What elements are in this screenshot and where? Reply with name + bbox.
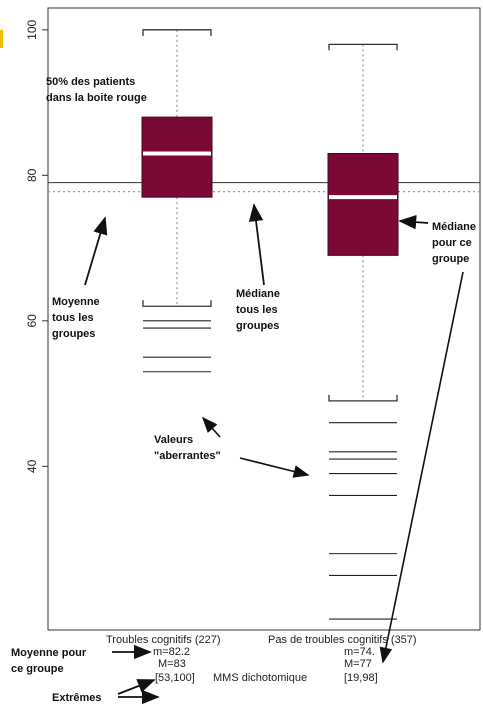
- group-median-line-1: Médiane: [432, 221, 476, 233]
- iqr-box: [141, 116, 213, 198]
- outliers-note-line-1: Valeurs: [154, 434, 193, 446]
- overall-mean-arrow: [84, 216, 108, 286]
- x-axis-label: MMS dichotomique: [213, 672, 307, 684]
- group-median-line-2: pour ce: [432, 237, 472, 249]
- range-text-1: [53,100]: [155, 672, 195, 684]
- outliers-arrow-b: [239, 457, 310, 478]
- y-axis: 40 60 80 100: [25, 19, 48, 473]
- category-labels: Troubles cognitifs (227) Pas de troubles…: [106, 634, 417, 684]
- overall-mean-line-1: Moyenne: [52, 296, 100, 308]
- overall-median-line-2: tous les: [236, 304, 278, 316]
- overall-mean-line-2: tous les: [52, 312, 94, 324]
- box-group-1: [141, 29, 213, 373]
- iqr-box: [327, 152, 399, 256]
- mean-text-2: m=74.: [344, 646, 375, 658]
- box-note-line-1: 50% des patients: [46, 76, 135, 88]
- overall-mean-line-3: groupes: [52, 328, 95, 340]
- y-tick-label-100: 100: [25, 19, 39, 39]
- upper-cap: [142, 29, 212, 36]
- group-mean-line-1: Moyenne pour: [11, 647, 87, 659]
- boxes: [141, 29, 399, 620]
- outliers-note-line-2: "aberrantes": [154, 450, 221, 462]
- median-text-1: M=83: [158, 658, 186, 670]
- annotations: 50% des patients dans la boite rouge Moy…: [46, 76, 476, 664]
- group-median-line-3: groupe: [432, 253, 469, 265]
- group-median-arrow: [398, 214, 429, 230]
- bottom-annotations: Moyenne pour ce groupe Extrêmes: [11, 644, 160, 705]
- upper-cap: [328, 43, 398, 51]
- plot-frame: [47, 7, 481, 631]
- median-text-2: M=77: [344, 658, 372, 670]
- category-label-2: Pas de troubles cognitifs (357): [268, 634, 417, 646]
- box-note-line-2: dans la boite rouge: [46, 92, 147, 104]
- overall-median-arrow: [248, 203, 265, 286]
- lower-cap: [142, 300, 212, 307]
- mean-text-1: m=82.2: [153, 646, 190, 658]
- y-tick-label-60: 60: [25, 314, 39, 328]
- group-mean-line-2: ce groupe: [11, 663, 64, 675]
- overall-median-line-1: Médiane: [236, 288, 280, 300]
- accent-mark: [0, 30, 3, 48]
- category-label-1: Troubles cognitifs (227): [106, 634, 221, 646]
- extremes-arrow-a: [117, 679, 156, 695]
- extremes-label: Extrêmes: [52, 692, 102, 704]
- overall-median-line-3: groupes: [236, 320, 279, 332]
- y-tick-label-80: 80: [25, 168, 39, 182]
- reference-line: [48, 182, 480, 193]
- range-text-2: [19,98]: [344, 672, 378, 684]
- y-tick-label-40: 40: [25, 459, 39, 473]
- long-arrow-to-median-text: [379, 271, 464, 664]
- box-group-2: [327, 43, 399, 620]
- lower-cap: [328, 394, 398, 402]
- outliers-arrow-a: [201, 416, 221, 438]
